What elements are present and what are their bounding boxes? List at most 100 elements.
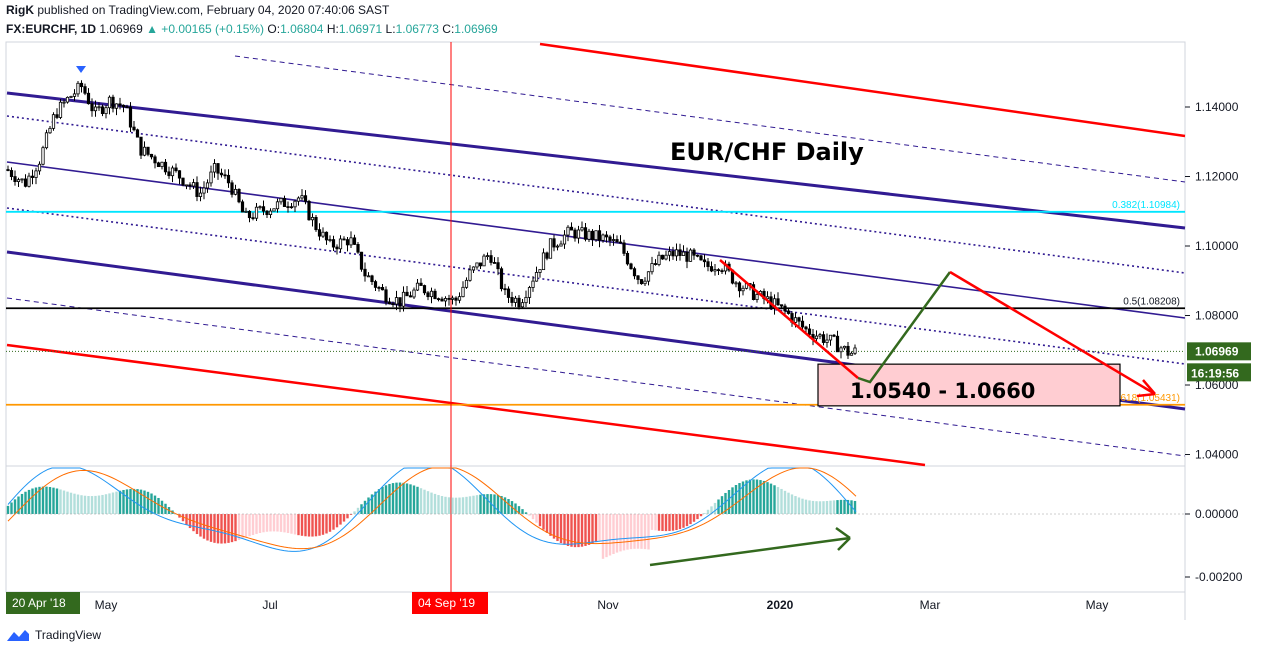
drawings[interactable]: 0.382(1.10984) 0.5(1.08208) 0.618(1.05431) [6,42,1186,592]
candle-body [692,249,696,256]
macd-histogram-bar [398,482,402,514]
candle-body [807,328,812,335]
candle-body [394,297,399,305]
candle-body [755,294,759,301]
candle-body [314,217,318,231]
macd-histogram-bar [706,509,710,514]
candle-body [104,107,108,115]
macd-histogram-bar [318,514,321,536]
candle-body [338,238,343,250]
macd-histogram-bar [759,480,762,514]
candle-body [303,195,308,202]
candle-body [422,285,427,294]
candle-body [244,210,248,213]
macd-histogram-bar [790,494,794,514]
macd-histogram-bar [608,514,612,556]
candle-body [643,280,647,285]
macd-histogram-bar [430,492,433,514]
symbol-label[interactable]: FX:EURCHF, 1D [6,22,97,36]
candle-body [289,206,294,209]
candle-body [170,167,175,177]
candle-body [146,146,150,155]
candle-body [566,226,570,236]
candle-body [223,174,227,177]
macd-histogram-bar [62,490,66,514]
time-tick-label: May [95,598,118,612]
candle-body [625,252,630,265]
macd-histogram-bar [118,490,122,514]
axes: 1.14000 1.12000 1.10000 1.08000 1.06000 1.040… [6,100,1251,614]
open-label: O: [267,22,281,36]
candle-body [842,345,847,349]
candle-body [527,287,532,298]
candle-body [429,290,434,298]
macd-histogram-bar [307,514,311,537]
macd-histogram-bar [73,493,76,514]
macd-histogram-bar [517,506,521,514]
macd-histogram-bar [531,514,535,520]
candle-body [443,298,448,302]
macd-histogram-bar [657,514,661,531]
macd-histogram-bar [293,514,297,535]
ohlc-legend: FX:EURCHF, 1D 1.06969 ▲ +0.00165 (+0.15%… [6,22,498,36]
candle-body [30,175,35,178]
candle-body [496,262,500,270]
candle-body [384,289,388,303]
publish-info: RigK published on TradingView.com, Febru… [6,3,389,17]
macd-histogram-bar [465,496,468,514]
candle-body [639,279,644,285]
macd-histogram-bar [342,514,346,522]
price-tick-label: 1.14000 [1195,100,1239,114]
candle-body [510,297,514,303]
macd-histogram-bar [552,514,556,539]
publisher-name[interactable]: RigK [6,3,34,17]
drawings-front[interactable]: EUR/CHF Daily 1.0540 - 1.0660 [649,138,1156,567]
candle-body [786,310,791,314]
candle-body [398,297,402,307]
candle-body [681,251,686,256]
macd-histogram-bar [787,492,790,514]
candle-body [58,101,63,118]
macd-histogram-bar [223,514,227,544]
candle-body [440,298,444,302]
channel-upper [6,91,1186,230]
macd-histogram-bar [594,514,598,543]
macd-histogram-bar [685,514,689,527]
time-tick-label: May [1086,598,1109,612]
candle-body [506,288,511,298]
candle-body [16,179,21,182]
macd-histogram-bar [479,494,482,514]
candle-body [520,302,525,308]
macd-histogram-bar [31,488,34,514]
candle-body [300,195,304,199]
macd-histogram-bar [395,482,398,514]
candle-body [373,281,378,288]
macd-histogram-bar [444,496,447,514]
candle-body [559,243,563,247]
candle-body [132,126,136,131]
macd-histogram-bar [797,497,801,514]
macd-histogram-bar [636,514,640,549]
macd-histogram-bar [713,502,717,514]
macd-histogram-bar [822,501,825,514]
candle-body [814,335,819,340]
macd-histogram-bar [115,491,118,514]
candle-body [492,262,497,264]
high-label: H: [326,22,339,36]
candle-body [587,230,591,240]
macd-histogram-bar [486,494,489,514]
macd-histogram-bar [755,479,759,514]
candle-body [653,263,658,265]
tradingview-footer[interactable]: TradingView [6,628,101,642]
candle-body [709,266,714,272]
candle-body [580,227,584,231]
macd-histogram-bar [605,514,608,558]
candle-body [282,197,287,207]
candle-body [328,239,332,241]
candle-body [548,238,553,259]
macd-histogram-bar [90,496,94,514]
macd-histogram-bar [710,506,713,514]
macd-histogram-bar [818,501,822,514]
candle-body [737,282,742,292]
